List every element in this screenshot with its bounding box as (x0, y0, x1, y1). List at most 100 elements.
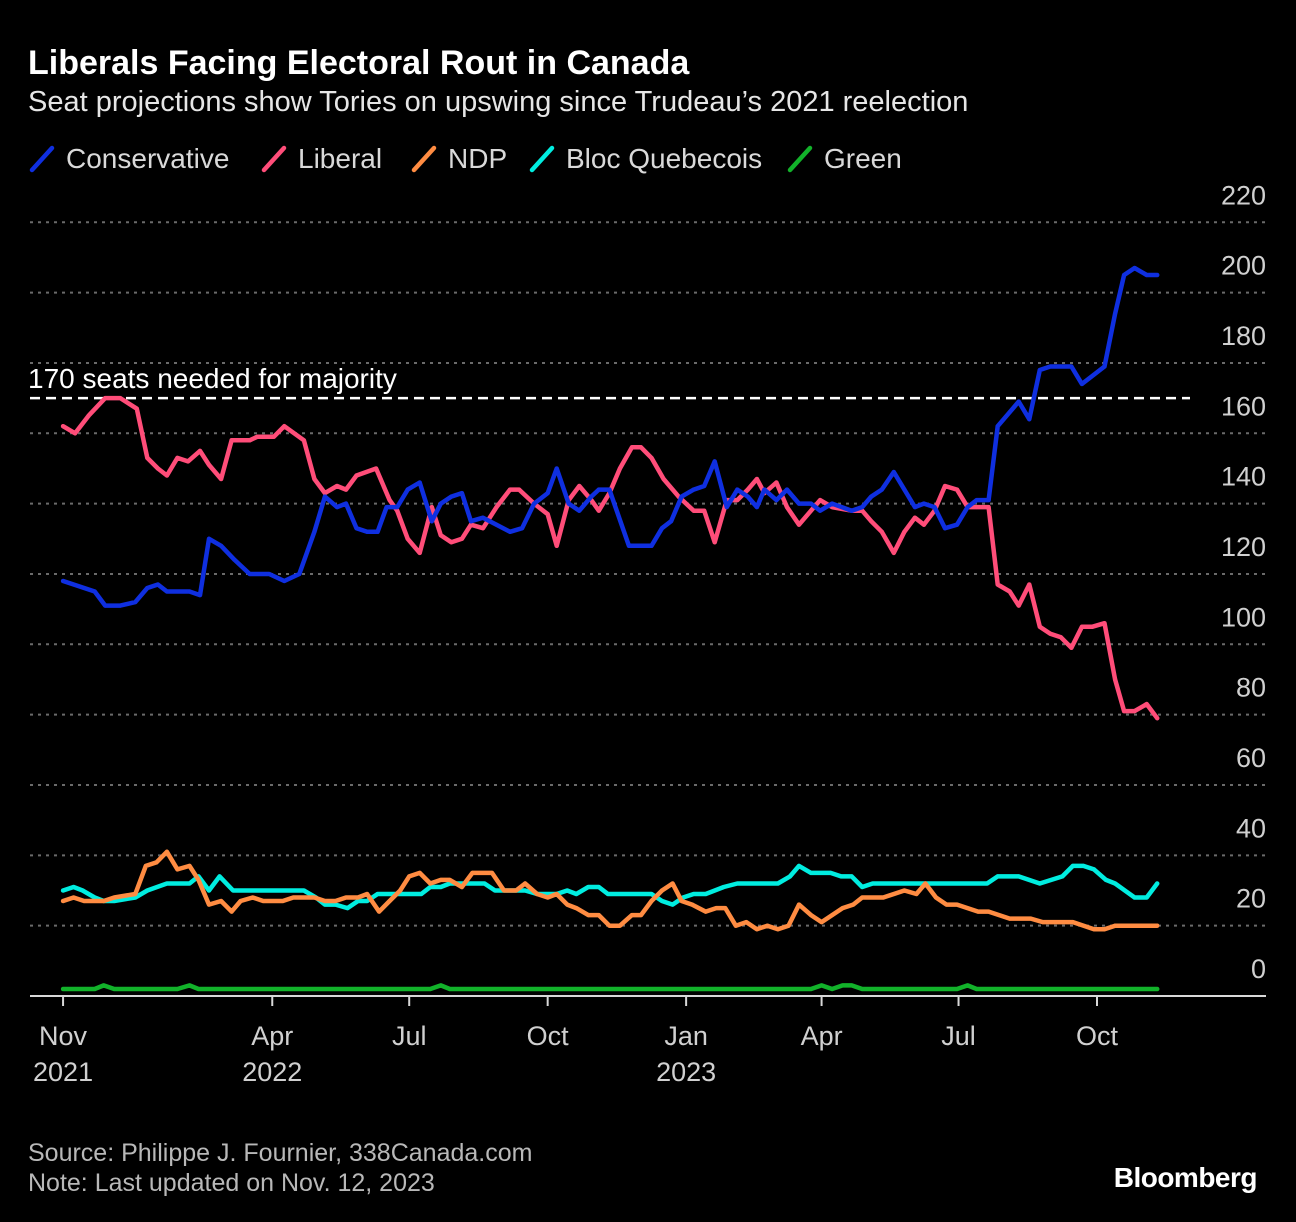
data-point-green (187, 983, 192, 988)
data-point-bloc-quebecois (839, 874, 844, 879)
data-point-ndp (733, 923, 738, 928)
data-point-ndp (923, 881, 928, 886)
data-point-conservative (92, 589, 97, 594)
data-point-bloc-quebecois (375, 892, 380, 897)
data-point-bloc-quebecois (301, 888, 306, 893)
data-point-conservative (459, 491, 464, 496)
data-point-green (819, 983, 824, 988)
data-point-conservative (145, 586, 150, 591)
series-ndp (60, 849, 1160, 932)
data-point-conservative (774, 498, 779, 503)
data-point-conservative (508, 529, 513, 534)
data-point-conservative (297, 571, 302, 576)
data-point-conservative (1132, 265, 1137, 270)
data-point-conservative (986, 498, 991, 503)
data-point-bloc-quebecois (1016, 874, 1021, 879)
data-point-ndp (187, 863, 192, 868)
data-point-ndp (250, 895, 255, 900)
line-green (60, 983, 1160, 992)
data-point-bloc-quebecois (419, 892, 424, 897)
data-point-bloc-quebecois (735, 881, 740, 886)
data-point-conservative (869, 494, 874, 499)
data-point-bloc-quebecois (691, 892, 696, 897)
x-tick-label: Apr (251, 1021, 293, 1051)
data-point-ndp (955, 902, 960, 907)
data-point-liberal (995, 582, 1000, 587)
data-point-conservative (282, 578, 287, 583)
data-point-conservative (932, 505, 937, 510)
data-point-ndp (596, 913, 601, 918)
legend-label: Bloc Quebecois (566, 143, 762, 174)
data-point-liberal (554, 543, 559, 548)
data-point-ndp (175, 867, 180, 872)
data-point-ndp (502, 888, 507, 893)
data-point-ndp (1102, 927, 1107, 932)
x-tick-label: Jul (392, 1021, 427, 1051)
data-point-bloc-quebecois (217, 874, 222, 879)
data-point-ndp (840, 906, 845, 911)
data-point-conservative (1113, 311, 1118, 316)
data-point-conservative (545, 491, 550, 496)
data-point-conservative (207, 536, 212, 541)
data-point-liberal (1122, 709, 1127, 714)
data-point-ndp (71, 895, 76, 900)
data-point-conservative (468, 519, 473, 524)
data-point-ndp (82, 899, 87, 904)
data-point-conservative (735, 487, 740, 492)
data-point-conservative (912, 505, 917, 510)
data-point-bloc-quebecois (809, 870, 814, 875)
data-point-conservative (1007, 410, 1012, 415)
data-point-liberal (301, 438, 306, 443)
data-point-ndp (312, 895, 317, 900)
data-point-conservative (691, 487, 696, 492)
data-point-bloc-quebecois (1081, 863, 1086, 868)
data-point-conservative (267, 571, 272, 576)
data-point-liberal (754, 477, 759, 482)
data-point-ndp (986, 909, 991, 914)
data-point-conservative (830, 501, 835, 506)
data-point-liberal (429, 505, 434, 510)
data-point-conservative (520, 526, 525, 531)
data-point-liberal (1102, 621, 1107, 626)
bloomberg-logo: Bloomberg (1114, 1162, 1257, 1193)
data-point-ndp (754, 927, 759, 932)
legend-swatch-icon (411, 145, 437, 173)
data-point-bloc-quebecois (660, 899, 665, 904)
data-point-ndp (944, 902, 949, 907)
data-point-liberal (255, 434, 260, 439)
data-point-liberal (387, 498, 392, 503)
data-point-conservative (669, 519, 674, 524)
data-point-ndp (902, 888, 907, 893)
data-point-bloc-quebecois (1070, 863, 1075, 868)
data-point-ndp (617, 923, 622, 928)
x-tick-label: Nov (39, 1021, 88, 1051)
data-point-ndp (765, 923, 770, 928)
data-point-bloc-quebecois (187, 881, 192, 886)
data-point-liberal (494, 505, 499, 510)
data-point-conservative (133, 600, 138, 605)
data-point-liberal (745, 487, 750, 492)
data-point-green (196, 986, 201, 991)
data-point-ndp (207, 902, 212, 907)
data-point-liberal (921, 522, 926, 527)
data-point-conservative (103, 603, 108, 608)
data-point-green (965, 983, 970, 988)
data-point-ndp (1091, 927, 1096, 932)
legend-swatch-icon (787, 145, 813, 173)
data-point-ndp (933, 895, 938, 900)
data-point-conservative (784, 487, 789, 492)
data-point-bloc-quebecois (1155, 881, 1160, 886)
majority-line: 170 seats needed for majority (28, 363, 1190, 400)
data-point-conservative (679, 494, 684, 499)
data-point-green (974, 986, 979, 991)
data-point-ndp (322, 899, 327, 904)
update-note: Note: Last updated on Nov. 12, 2023 (28, 1169, 435, 1197)
data-point-conservative (566, 501, 571, 506)
data-point-conservative (745, 494, 750, 499)
data-point-ndp (976, 909, 981, 914)
data-point-liberal (86, 413, 91, 418)
legend-label: Conservative (66, 143, 229, 174)
data-point-bloc-quebecois (797, 863, 802, 868)
data-point-conservative (322, 494, 327, 499)
data-point-bloc-quebecois (1144, 895, 1149, 900)
